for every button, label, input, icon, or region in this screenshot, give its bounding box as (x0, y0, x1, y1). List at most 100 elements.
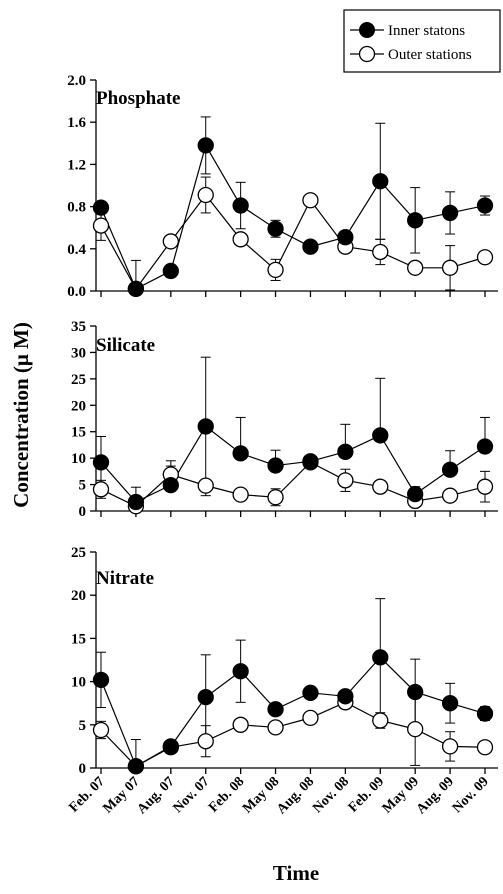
phosphate-inner-point (337, 229, 354, 246)
x-tick-label: May 09 (380, 774, 422, 816)
silicate-inner-point (197, 418, 214, 435)
phosphate-outer-line (100, 194, 486, 291)
phosphate-y-tick-label: 0.4 (67, 242, 86, 258)
phosphate-outer-point (476, 249, 494, 266)
silicate-y-tick-label: 0 (79, 504, 87, 520)
silicate-outer-line (100, 461, 486, 507)
x-tick-label: May 07 (101, 774, 143, 816)
silicate-y-tick-label: 25 (71, 372, 86, 388)
phosphate-y-tick-label: 0.0 (67, 284, 86, 300)
phosphate-inner-point (372, 173, 389, 190)
x-tick-label: Aug. 08 (274, 774, 317, 817)
nitrate-inner-point (197, 689, 214, 706)
silicate-inner-point (92, 454, 110, 471)
legend-box (343, 9, 501, 73)
silicate-outer-point (372, 478, 389, 495)
nitrate-outer-point (476, 739, 494, 756)
x-tick-label: Nov. 09 (450, 774, 492, 816)
nitrate-title: Nitrate (96, 568, 154, 589)
phosphate-outer-point (267, 261, 284, 279)
nitrate-outer-point (232, 716, 249, 733)
legend-outer-marker (358, 45, 376, 63)
phosphate-inner-point (162, 262, 179, 280)
nitrate-outer-point (92, 721, 110, 739)
silicate-inner-point (267, 457, 284, 474)
phosphate-inner-point (92, 199, 110, 216)
silicate-y-tick-label: 35 (71, 319, 86, 335)
silicate-outer-point (232, 486, 249, 503)
nitrate-y-tick-label: 10 (71, 675, 86, 691)
nitrate-panel: Nitrate 0 5 10 15 20 25 (71, 545, 498, 777)
phosphate-outer-point (302, 192, 319, 209)
nitrate-inner-point (476, 705, 494, 722)
phosphate-inner-point (197, 137, 214, 154)
silicate-title: Silicate (96, 335, 155, 356)
silicate-inner-point (407, 485, 424, 503)
phosphate-outer-point (197, 186, 214, 204)
silicate-outer-point (476, 478, 494, 495)
silicate-outer-point (267, 489, 284, 506)
silicate-outer-point (337, 472, 354, 489)
phosphate-title: Phosphate (96, 88, 180, 109)
legend: Inner statons Outer stations (343, 9, 501, 73)
phosphate-outer-point (407, 259, 424, 276)
phosphate-outer-point (441, 259, 459, 276)
nitrate-inner-point (162, 738, 179, 755)
nitrate-inner-point (337, 688, 354, 705)
nitrate-outer-point (197, 733, 214, 750)
nitrate-inner-point (407, 683, 424, 701)
silicate-inner-point (337, 443, 354, 460)
phosphate-outer-point (92, 217, 110, 234)
nitrate-inner-point (127, 758, 145, 775)
nitrate-outer-point (302, 709, 319, 727)
nitrate-outer-point (267, 719, 284, 736)
nitrate-y-tick-label: 5 (79, 718, 87, 734)
nitrate-inner-point (267, 701, 284, 718)
phosphate-y-tick-label: 0.8 (67, 200, 86, 216)
phosphate-inner-point (476, 197, 494, 214)
nitrate-outer-line (100, 701, 486, 768)
x-tick-label: Aug. 07 (135, 774, 178, 817)
phosphate-outer-point (162, 233, 179, 250)
legend-outer-label: Outer stations (388, 47, 472, 63)
silicate-inner-line (100, 425, 486, 503)
x-tick-label: Aug. 09 (414, 774, 457, 817)
x-tick-label: Feb. 09 (346, 774, 387, 815)
silicate-y-tick-label: 5 (79, 478, 87, 494)
silicate-inner-point (232, 445, 249, 462)
phosphate-outer-point (372, 243, 389, 261)
silicate-y-tick-label: 15 (71, 425, 86, 441)
silicate-y-tick-label: 30 (71, 345, 86, 361)
nitrate-y-tick-label: 0 (79, 761, 87, 777)
nitrate-inner-point (92, 671, 110, 689)
x-tick-label: Nov. 08 (310, 774, 352, 816)
legend-inner-label: Inner statons (388, 23, 465, 39)
silicate-y-tick-label: 20 (71, 398, 86, 414)
phosphate-inner-point (302, 238, 319, 255)
phosphate-y-tick-label: 1.6 (67, 115, 86, 131)
phosphate-inner-point (441, 204, 459, 222)
silicate-outer-point (92, 481, 110, 498)
phosphate-y-tick-label: 2.0 (67, 73, 86, 89)
nitrate-inner-point (441, 695, 459, 712)
phosphate-inner-point (127, 280, 145, 298)
nitrate-outer-point (407, 720, 424, 738)
x-tick-label: May 08 (240, 774, 282, 816)
x-axis-label: Time (273, 861, 319, 885)
nitrate-y-tick-label: 15 (71, 631, 86, 647)
nitrate-outer-point (372, 712, 389, 729)
phosphate-panel: Phosphate 0.0 0.4 0.8 1.2 1.6 2.0 (67, 73, 498, 300)
nitrate-inner-line (100, 656, 486, 768)
nitrate-outer-point (441, 738, 459, 755)
silicate-panel: Silicate 0 5 10 15 20 25 30 35 (71, 319, 498, 520)
silicate-inner-point (372, 427, 389, 444)
silicate-inner-point (476, 438, 494, 455)
phosphate-inner-point (267, 220, 284, 237)
nitrate-y-tick-label: 25 (71, 545, 86, 561)
nitrate-inner-point (232, 663, 249, 680)
x-tick-label: Feb. 08 (206, 774, 247, 815)
nitrate-y-tick-label: 20 (71, 588, 86, 604)
silicate-outer-point (197, 477, 214, 494)
